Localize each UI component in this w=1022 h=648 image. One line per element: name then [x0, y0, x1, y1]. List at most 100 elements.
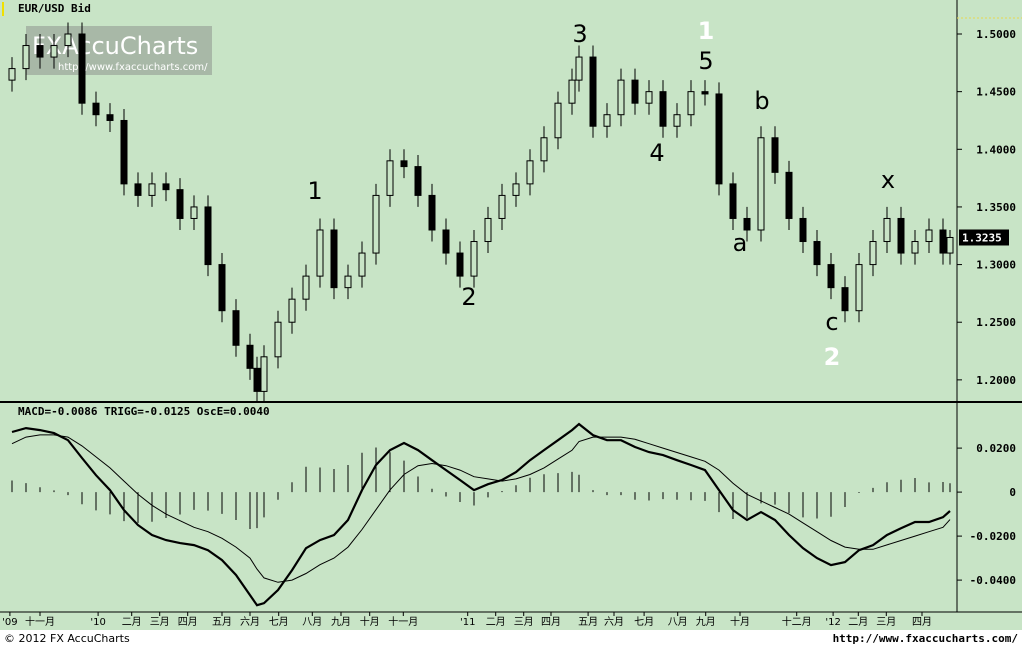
candle-body [428, 194, 436, 231]
x-tick-label: '11 [460, 617, 475, 628]
candle-body [701, 91, 709, 95]
y-tick-label: 1.4000 [976, 143, 1016, 156]
candle-body [946, 236, 954, 254]
last-price-label: 1.3235 [962, 231, 1002, 244]
y-tick-label: 0.0200 [976, 442, 1016, 455]
candle-body [120, 119, 128, 185]
candle-body [162, 183, 170, 191]
candle-body [785, 171, 793, 219]
candle-body [771, 137, 779, 173]
x-tick-label: 四月 [178, 616, 198, 628]
candle-body [897, 217, 905, 254]
footer-url: http://www.fxaccucharts.com/ [833, 632, 1019, 645]
watermark-brand: FXAccuCharts [32, 32, 198, 60]
candle-body [589, 56, 597, 127]
candle-body [729, 183, 737, 219]
y-tick-label: 0 [1009, 486, 1016, 499]
x-tick-label: 四月 [541, 616, 561, 628]
candle-body [687, 91, 695, 116]
wave-label: x [881, 166, 895, 194]
x-tick-label: 十二月 [782, 615, 812, 628]
candle-body [575, 56, 583, 81]
candle-body [190, 206, 198, 219]
candle-body [757, 137, 765, 231]
x-tick-label: 五月 [212, 616, 232, 628]
candle-body [218, 264, 226, 312]
last-price-box [959, 229, 1009, 246]
candle-body [442, 229, 450, 254]
y-tick-label: 1.4500 [976, 86, 1016, 99]
candle-body [344, 275, 352, 289]
candle-body [617, 79, 625, 116]
wave-label-major: 1 [698, 17, 715, 45]
candle-body [743, 217, 751, 231]
candle-body [386, 160, 394, 196]
candle-body [50, 45, 58, 58]
candle-body [841, 287, 849, 312]
candle-body [358, 252, 366, 277]
x-tick-label: 二月 [122, 616, 142, 628]
candle-body [715, 93, 723, 185]
wave-label: c [825, 308, 838, 336]
candle-body [659, 91, 667, 127]
candle-body [512, 183, 520, 196]
candle-body [372, 194, 380, 254]
x-tick-label: 七月 [634, 616, 654, 628]
trigger-line [11, 434, 951, 583]
candle-body [330, 229, 338, 289]
footer-bar [0, 630, 1022, 648]
x-tick-label: 十一月 [388, 615, 418, 628]
candle-body [253, 367, 261, 392]
wave-label-major: 2 [824, 343, 841, 371]
candle-body [603, 114, 611, 127]
candle-body [232, 310, 240, 346]
candle-body [22, 45, 30, 70]
candle-body [939, 229, 947, 254]
x-tick-label: 三月 [876, 616, 896, 628]
x-tick-label: '12 [825, 617, 840, 628]
x-tick-label: '10 [90, 617, 105, 628]
x-tick-label: 九月 [331, 616, 351, 628]
candle-body [869, 241, 877, 266]
candle-body [827, 264, 835, 289]
candle-body [673, 114, 681, 127]
candle-body [92, 102, 100, 116]
candle-body [484, 217, 492, 243]
candle-body [400, 160, 408, 168]
y-tick-label: 1.2500 [976, 316, 1016, 329]
x-tick-label: '09 [2, 617, 17, 628]
candle-body [645, 91, 653, 104]
x-tick-label: 三月 [514, 616, 534, 628]
y-tick-label: 1.5000 [976, 28, 1016, 41]
y-tick-label: -0.0200 [970, 530, 1016, 543]
candle-body [456, 252, 464, 277]
x-tick-label: 十一月 [25, 615, 55, 628]
x-tick-label: 三月 [150, 616, 170, 628]
candle-body [631, 79, 639, 104]
wave-label: 3 [572, 20, 587, 48]
wave-label: a [733, 229, 748, 257]
y-tick-label: -0.0400 [970, 574, 1016, 587]
candle-body [883, 217, 891, 243]
candle-body [64, 33, 72, 47]
candle-body [925, 229, 933, 243]
wave-label: 5 [698, 47, 713, 75]
x-tick-label: 七月 [269, 616, 289, 628]
x-tick-label: 六月 [240, 616, 260, 628]
copyright: © 2012 FX AccuCharts [4, 632, 130, 645]
candle-body [274, 321, 282, 358]
candle-body [526, 160, 534, 185]
candle-body [855, 264, 863, 312]
wave-label: 4 [649, 139, 664, 167]
candle-body [176, 189, 184, 219]
x-tick-label: 八月 [668, 616, 688, 628]
candle-body [204, 206, 212, 266]
y-tick-label: 1.3000 [976, 259, 1016, 272]
x-tick-label: 五月 [578, 616, 598, 628]
candle-body [302, 275, 310, 300]
x-tick-label: 六月 [604, 616, 624, 628]
wave-label: 1 [307, 177, 322, 205]
wave-label: 2 [461, 283, 476, 311]
